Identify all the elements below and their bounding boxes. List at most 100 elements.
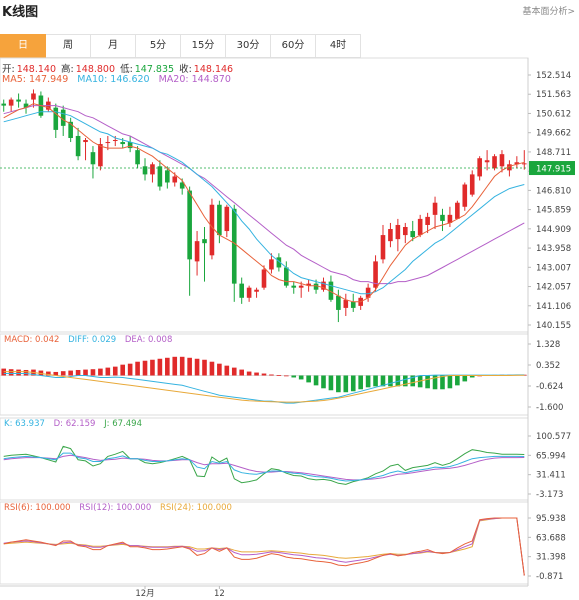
macd-tick-label: -1.600 [536,403,563,413]
macd-bar [83,369,88,376]
macd-bar [75,369,81,376]
macd-bar [276,375,282,376]
tab-15min[interactable]: 15分 [181,34,226,58]
candle-body [395,224,401,240]
candle-body [23,103,29,108]
candle-body [135,150,140,165]
candle-body [306,283,311,286]
macd-bar [440,375,445,390]
candle-body [276,257,282,268]
macd-bar [246,371,252,376]
candle-body [477,158,482,177]
candle-body [455,202,460,219]
tab-day[interactable]: 日 [0,34,46,58]
d-value: D: 62.159 [53,419,96,429]
price-tick-label: 142.057 [536,283,571,293]
open-value: 148.140 [16,64,56,75]
macd-bar [142,360,148,376]
candle-body [313,283,319,290]
macd-diff-line [3,373,525,404]
macd-tick-label: 1.328 [536,340,560,350]
macd-bar [462,375,468,382]
candle-body [53,107,59,130]
rsi6-line [3,517,525,576]
ma10-legend: MA10: 146.620 [77,74,150,85]
price-tick-label: 150.612 [536,109,571,119]
kdj-tick-label: 65.994 [536,451,566,461]
candle-body [105,142,111,144]
tab-30min[interactable]: 30分 [226,34,271,58]
close-value: 148.146 [193,64,234,75]
candle-body [98,144,103,167]
tab-month[interactable]: 月 [91,34,136,58]
macd-bar [455,375,460,386]
kdj-tick-label: 31.411 [536,471,566,481]
tab-60min[interactable]: 60分 [271,34,316,58]
price-tick-label: 143.007 [536,263,571,273]
candle-body [514,162,520,165]
macd-bar [135,361,140,376]
candle-body [224,206,230,232]
ma10-line [3,111,525,295]
macd-bar [179,356,185,376]
macd-bar [105,367,111,376]
macd-bar [239,369,244,376]
candle-body [239,283,244,298]
rsi-legend: RSI(6): 100.000 RSI(12): 100.000 RSI(24)… [4,503,238,513]
diff-value: DIFF: 0.029 [68,335,117,345]
macd-bar [150,359,155,376]
candle-body [328,281,334,300]
macd-bar [306,375,311,383]
macd-bar [402,375,408,387]
macd-bar [350,375,356,392]
macd-bar [16,369,21,376]
candle-body [1,103,7,106]
candle-body [365,287,371,298]
candle-body [417,218,423,236]
j-value: J: 67.494 [104,419,142,429]
rsi6-value: RSI(6): 100.000 [4,503,71,513]
kdj-d-line [3,454,525,481]
candle-body [469,174,475,195]
kdj-tick-label: -3.173 [536,490,563,500]
candle-body [402,226,408,236]
fundamental-analysis-link[interactable]: 基本面分析> [522,7,575,17]
candle-body [165,170,170,183]
candle-body [343,299,349,308]
rsi24-value: RSI(24): 100.000 [159,503,232,513]
candle-body [187,190,192,260]
candle-body [269,259,274,270]
kdj-tick-label: 100.577 [536,432,571,442]
rsi12-value: RSI(12): 100.000 [79,503,152,513]
macd-bar [261,373,267,376]
candle-body [380,235,386,260]
candle-body [499,154,505,167]
candle-body [120,142,126,145]
candle-body [284,267,289,286]
tab-week[interactable]: 周 [46,34,91,58]
macd-bar [358,375,363,390]
macd-bar [284,375,289,377]
candle-body [31,93,36,100]
rsi-tick-label: 95.938 [536,514,566,524]
macd-bar [224,365,230,376]
ma-legend: MA5: 147.949 MA10: 146.620 MA20: 144.870 [2,74,237,85]
candle-body [68,121,73,138]
candle-body [142,166,148,175]
candle-body [112,140,118,142]
macd-bar [328,375,334,391]
macd-bar [187,357,192,376]
macd-bar [231,367,237,376]
macd-dea-line [3,371,525,403]
candle-body [432,202,438,215]
ma5-line [3,103,525,303]
candle-body [447,214,453,223]
rsi-tick-label: 63.688 [536,533,566,543]
price-tick-label: 146.810 [536,186,571,196]
macd-bar [112,366,118,376]
time-tick-label: 12 [214,589,225,599]
last-price-box [529,161,575,176]
tab-5min[interactable]: 5分 [136,34,181,58]
price-tick-label: 145.859 [536,206,571,216]
